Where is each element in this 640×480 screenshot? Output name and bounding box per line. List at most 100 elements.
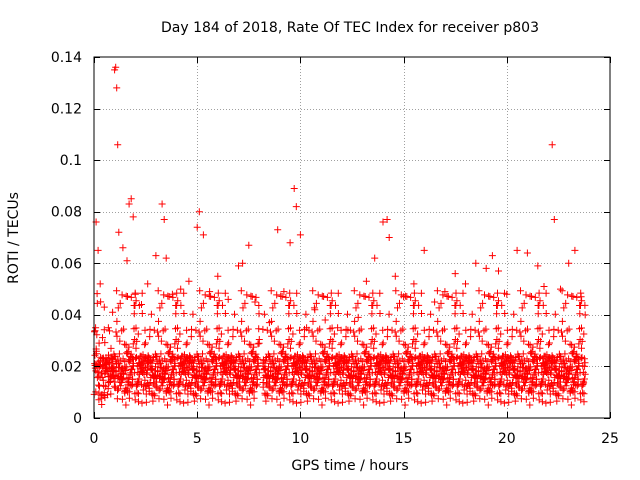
roti-point <box>372 379 380 387</box>
roti-point <box>396 382 404 390</box>
roti-point <box>462 341 469 349</box>
roti-point <box>174 337 182 345</box>
roti-point <box>514 382 522 390</box>
roti-point <box>396 299 403 307</box>
roti-point <box>454 389 462 397</box>
roti-point <box>542 289 550 297</box>
roti-point <box>263 390 271 398</box>
roti-point <box>149 397 157 405</box>
roti-point <box>571 394 579 402</box>
roti-point <box>207 293 215 300</box>
roti-point <box>520 299 528 307</box>
roti-point <box>157 360 165 368</box>
roti-outlier-point <box>581 311 589 319</box>
roti-point <box>121 340 129 348</box>
roti-point <box>241 382 249 390</box>
x-tick-label: 15 <box>395 431 413 447</box>
roti-point <box>370 297 378 305</box>
roti-point <box>245 340 253 348</box>
roti-point <box>369 289 377 297</box>
roti-point <box>488 394 496 402</box>
roti-point <box>468 310 476 318</box>
roti-point <box>213 310 221 318</box>
roti-point <box>484 367 492 374</box>
roti-point <box>462 326 470 334</box>
roti-point <box>240 350 248 358</box>
roti-outlier-point <box>158 200 166 208</box>
roti-point <box>542 310 550 317</box>
roti-point <box>107 390 115 398</box>
roti-point <box>176 398 184 406</box>
roti-outlier-point <box>488 252 496 260</box>
roti-outlier-point <box>123 257 131 265</box>
y-tick-labels: 0 0.02 0.04 0.06 0.08 0.1 0.12 0.14 <box>51 50 82 427</box>
roti-point <box>276 401 284 409</box>
roti-point <box>229 333 237 341</box>
roti-point <box>188 325 195 333</box>
roti-point <box>157 350 165 358</box>
roti-point <box>550 333 558 341</box>
roti-point <box>475 332 483 340</box>
roti-point <box>237 287 245 295</box>
roti-point <box>537 337 545 345</box>
roti-point <box>552 359 560 367</box>
roti-point <box>117 382 125 390</box>
roti-point <box>170 375 178 383</box>
roti-point <box>558 287 566 295</box>
roti-point <box>110 382 118 390</box>
roti-point <box>161 325 169 333</box>
roti-point <box>203 325 211 333</box>
roti-point <box>297 398 305 406</box>
roti-outlier-point <box>115 228 123 236</box>
roti-point <box>490 293 498 301</box>
roti-point <box>427 310 435 318</box>
roti-outlier-point <box>162 254 170 262</box>
roti-point <box>376 399 384 407</box>
roti-point <box>502 386 510 394</box>
roti-point <box>428 397 436 405</box>
roti-point <box>235 382 243 390</box>
roti-point <box>217 379 225 387</box>
roti-point <box>129 375 137 383</box>
roti-point <box>546 339 553 347</box>
roti-point <box>205 367 213 374</box>
roti-point <box>531 350 539 358</box>
roti-outlier-point <box>410 280 418 288</box>
roti-point <box>439 395 447 403</box>
roti-point <box>289 379 297 387</box>
tick-layer <box>94 57 611 419</box>
roti-point <box>497 379 504 387</box>
roti-point <box>287 344 294 352</box>
roti-point <box>425 333 433 341</box>
roti-point <box>247 349 255 357</box>
roti-point <box>146 333 154 341</box>
roti-point <box>116 337 124 345</box>
y-tick-label: 0.08 <box>51 205 82 221</box>
roti-point <box>512 390 520 398</box>
roti-outlier-point <box>557 285 564 293</box>
roti-point <box>565 325 573 333</box>
roti-point <box>518 386 525 394</box>
roti-point <box>511 397 519 405</box>
roti-point <box>169 350 177 358</box>
roti-point <box>332 301 339 309</box>
roti-point <box>196 332 204 340</box>
roti-point <box>188 379 196 386</box>
roti-point <box>425 325 433 333</box>
roti-point <box>142 398 150 406</box>
roti-point <box>198 360 206 368</box>
roti-point <box>309 332 317 340</box>
roti-point <box>401 367 409 374</box>
roti-point <box>261 359 269 367</box>
roti-point <box>486 293 494 300</box>
roti-point <box>467 333 475 341</box>
roti-point <box>255 325 263 333</box>
roti-point <box>581 301 589 309</box>
roti-point <box>195 328 203 336</box>
roti-point <box>497 390 505 398</box>
roti-point <box>250 388 258 396</box>
roti-point <box>221 399 229 407</box>
roti-point <box>300 333 308 341</box>
roti-point <box>524 325 531 333</box>
roti-outlier-point <box>127 195 135 203</box>
